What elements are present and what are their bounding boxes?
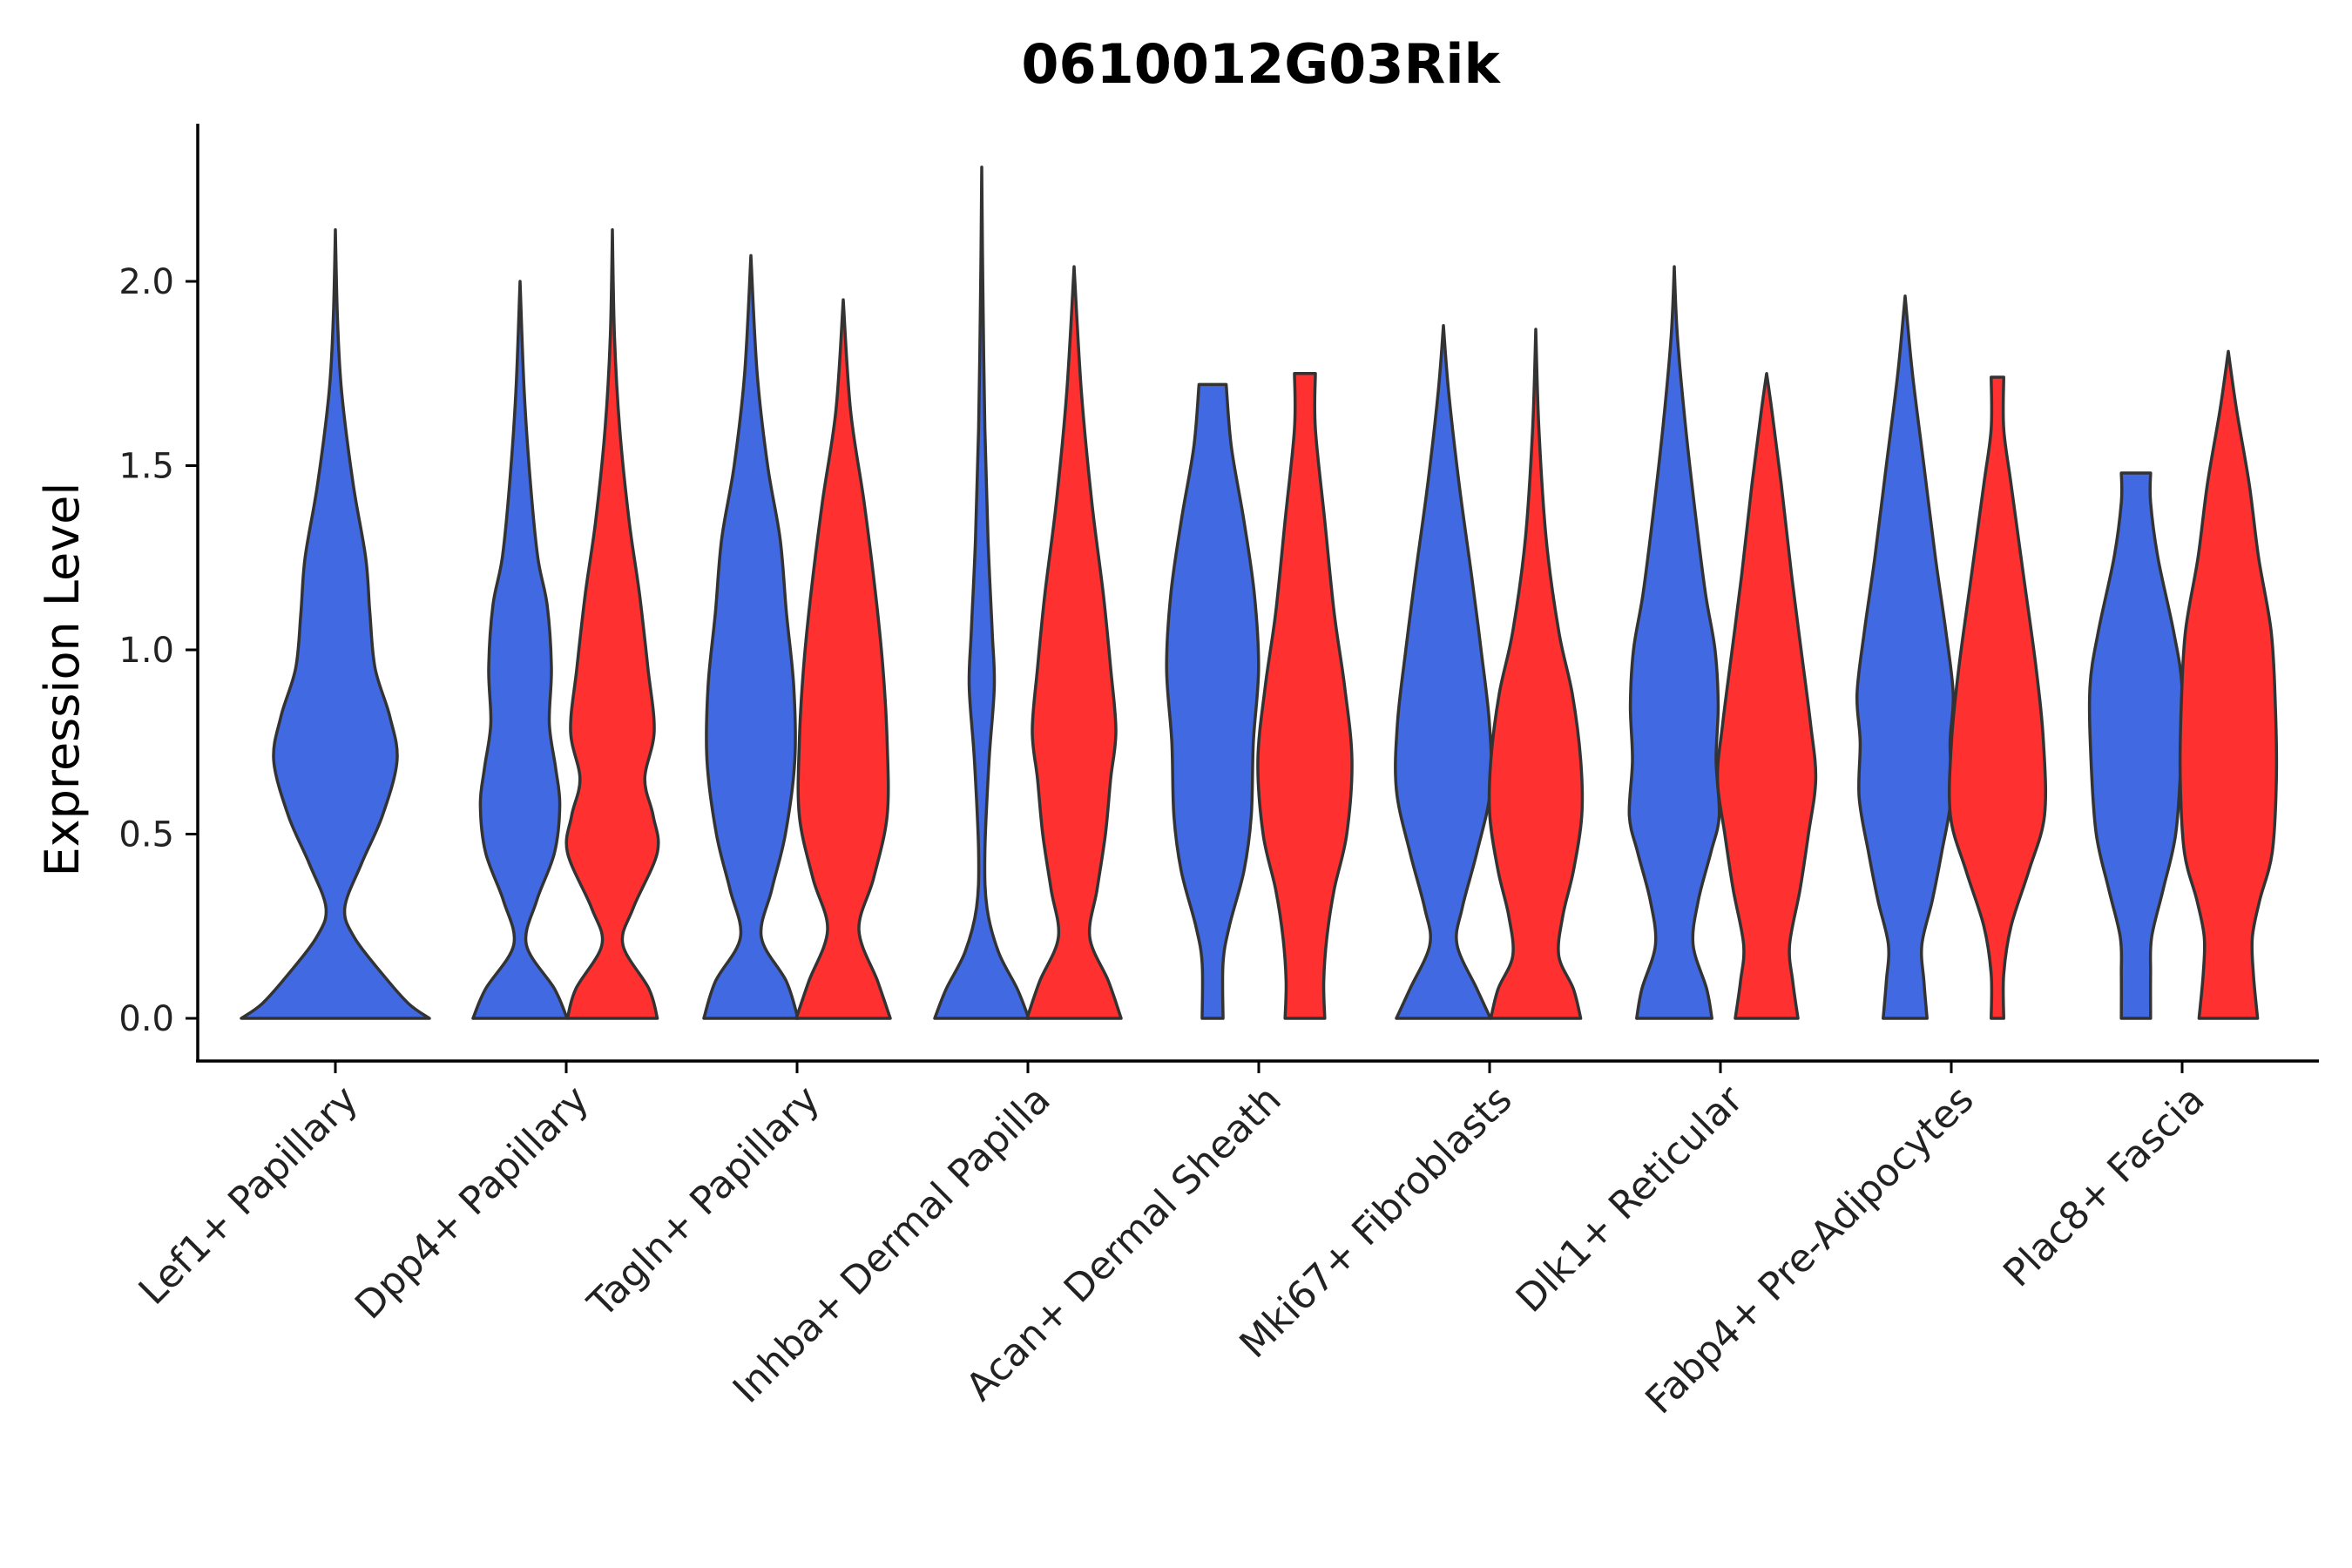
y-tick-label: 1.5 — [118, 447, 174, 487]
y-tick-label: 1.0 — [118, 631, 174, 671]
chart-title: 0610012G03Rik — [1021, 32, 1501, 96]
y-axis-label: Expression Level — [35, 483, 90, 877]
violin-group2-dlk1-reticular — [1715, 372, 1818, 1020]
violin-group2-fabp4-pre-adipocytes — [1947, 375, 2048, 1020]
x-tick-label: Dpp4+ Papillary — [347, 1078, 598, 1328]
violin-group1-dpp4-papillary — [471, 280, 569, 1020]
y-tick-label: 2.0 — [118, 262, 174, 302]
y-axis-ticks: 0.0 0.5 1.0 1.5 2.0 — [118, 262, 198, 1039]
violin-group1-tagln-papillary — [702, 253, 800, 1020]
y-tick-label: 0.5 — [118, 815, 174, 855]
violin-group2-acan-dermal-sheath — [1256, 372, 1354, 1020]
x-tick-label: Lef1+ Papillary — [131, 1078, 367, 1314]
violin-group1-acan-dermal-sheath — [1165, 382, 1260, 1020]
violin-group2-inhba-dermal-papilla — [1025, 265, 1123, 1020]
y-tick-label: 0.0 — [118, 999, 174, 1039]
violin-group1-plac8-fascia — [2087, 471, 2185, 1020]
violin-group2-dpp4-papillary — [564, 228, 660, 1020]
x-tick-label: Plac8+ Fascia — [1995, 1078, 2213, 1296]
violin-group1-fabp4-pre-adipocytes — [1855, 294, 1956, 1020]
violin-group2-mki67-fibroblasts — [1487, 328, 1585, 1020]
violin-group1-inhba-dermal-papilla — [933, 166, 1031, 1020]
violin-group1-dlk1-reticular — [1627, 265, 1721, 1020]
violin-group2-tagln-papillary — [794, 298, 892, 1020]
x-tick-label: Tagln+ Papillary — [579, 1078, 828, 1327]
violins-group — [240, 166, 2279, 1020]
violin-group1-lef1-papillary — [240, 228, 431, 1020]
x-tick-label: Dlk1+ Reticular — [1508, 1077, 1753, 1321]
violin-group1-mki67-fibroblasts — [1394, 324, 1493, 1020]
violin-group2-plac8-fascia — [2178, 349, 2279, 1020]
